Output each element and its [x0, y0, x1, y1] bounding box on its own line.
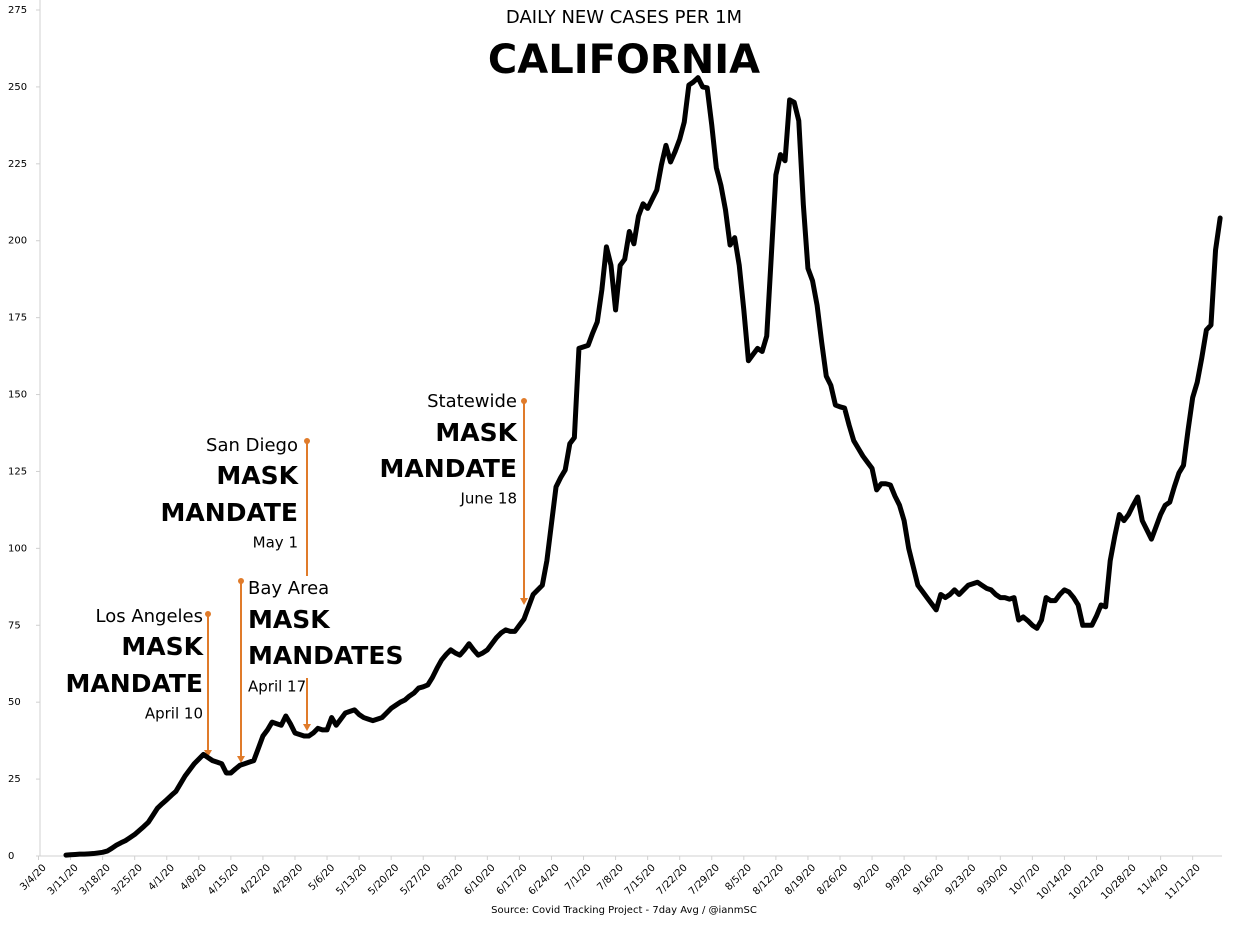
- y-tick-label: 225: [8, 159, 27, 170]
- x-tick-label: 8/12/20: [751, 862, 786, 897]
- x-tick-label: 6/10/20: [463, 862, 498, 897]
- x-tick-label: 3/4/20: [18, 862, 49, 893]
- y-tick-label: 75: [8, 620, 21, 631]
- annotation-place: Bay Area: [248, 578, 329, 599]
- x-tick-label: 6/24/20: [527, 862, 562, 897]
- x-tick-label: 5/6/20: [307, 862, 338, 893]
- data-line: [63, 75, 1223, 858]
- arrow-dot: [205, 611, 211, 617]
- annotation-date: April 17: [248, 678, 306, 696]
- annotation-date: April 10: [145, 705, 203, 723]
- source-note: Source: Covid Tracking Project - 7day Av…: [491, 905, 757, 916]
- x-tick-label: 9/2/20: [852, 862, 883, 893]
- x-tick-label: 6/17/20: [495, 862, 530, 897]
- annotation-label: MANDATE: [380, 454, 517, 483]
- x-tick-label: 3/25/20: [110, 862, 145, 897]
- x-tick-label: 3/11/20: [46, 862, 81, 897]
- x-tick-label: 8/5/20: [724, 862, 755, 893]
- y-tick-label: 100: [8, 543, 27, 554]
- x-tick-label: 7/1/20: [563, 862, 594, 893]
- x-tick-label: 10/28/20: [1099, 862, 1139, 902]
- y-tick-label: 175: [8, 313, 27, 324]
- annotation-label: MASK: [216, 461, 299, 490]
- y-tick-label: 25: [8, 774, 21, 785]
- x-tick-label: 4/29/20: [270, 862, 305, 897]
- x-tick-label: 7/29/20: [687, 862, 722, 897]
- y-tick-label: 150: [8, 390, 27, 401]
- annotation-place: San Diego: [206, 435, 298, 456]
- x-tick-label: 5/13/20: [334, 862, 369, 897]
- x-tick-label: 6/3/20: [435, 862, 466, 893]
- annotation-date: May 1: [253, 534, 298, 552]
- x-tick-label: 4/15/20: [206, 862, 241, 897]
- annotation-label: MANDATE: [161, 498, 298, 527]
- x-tick-label: 5/20/20: [366, 862, 401, 897]
- x-tick-label: 9/23/20: [943, 862, 978, 897]
- x-tick-label: 4/22/20: [238, 862, 273, 897]
- x-tick-label: 9/30/20: [975, 862, 1010, 897]
- chart-title: CALIFORNIA: [488, 37, 760, 83]
- arrow-dot: [521, 398, 527, 404]
- x-tick-label: 11/11/20: [1163, 862, 1203, 902]
- x-tick-label: 8/19/20: [783, 862, 818, 897]
- chart-subtitle: DAILY NEW CASES PER 1M: [506, 7, 742, 28]
- annotation-place: Los Angeles: [96, 606, 204, 627]
- arrow-head: [520, 598, 528, 605]
- y-tick-label: 275: [8, 5, 27, 16]
- x-tick-label: 7/15/20: [623, 862, 658, 897]
- annotation: Los Angeles MASK MANDATE April 10: [66, 606, 212, 757]
- x-tick-label: 9/9/20: [884, 862, 915, 893]
- annotation: Bay Area MASK MANDATES April 17: [237, 578, 403, 763]
- x-tick-label: 4/8/20: [179, 862, 210, 893]
- x-tick-label: 9/16/20: [911, 862, 946, 897]
- annotation-label: MASK: [435, 418, 518, 447]
- y-tick-label: 200: [8, 236, 27, 247]
- annotation-label: MANDATES: [248, 641, 403, 670]
- y-tick-label: 50: [8, 697, 21, 708]
- arrow-head: [303, 724, 311, 731]
- annotation-label: MANDATE: [66, 669, 203, 698]
- annotation-date: June 18: [459, 490, 517, 508]
- y-tick-label: 250: [8, 82, 27, 93]
- annotation-label: MASK: [121, 632, 204, 661]
- x-tick-label: 8/26/20: [815, 862, 850, 897]
- annotation-place: Statewide: [427, 391, 517, 412]
- x-tick-label: 4/1/20: [146, 862, 177, 893]
- y-tick-label: 0: [8, 851, 14, 862]
- y-tick-label: 125: [8, 466, 27, 477]
- annotation: San Diego MASK MANDATE May 1: [161, 435, 311, 731]
- x-tick-label: 7/22/20: [655, 862, 690, 897]
- x-tick-label: 5/27/20: [398, 862, 433, 897]
- arrow-head: [237, 756, 245, 763]
- arrow-dot: [304, 438, 310, 444]
- x-tick-label: 3/18/20: [78, 862, 113, 897]
- arrow-head: [204, 750, 212, 757]
- x-tick-label: 7/8/20: [595, 862, 626, 893]
- annotation-label: MASK: [248, 605, 331, 634]
- arrow-dot: [238, 578, 244, 584]
- annotation: Statewide MASK MANDATE June 18: [380, 391, 528, 605]
